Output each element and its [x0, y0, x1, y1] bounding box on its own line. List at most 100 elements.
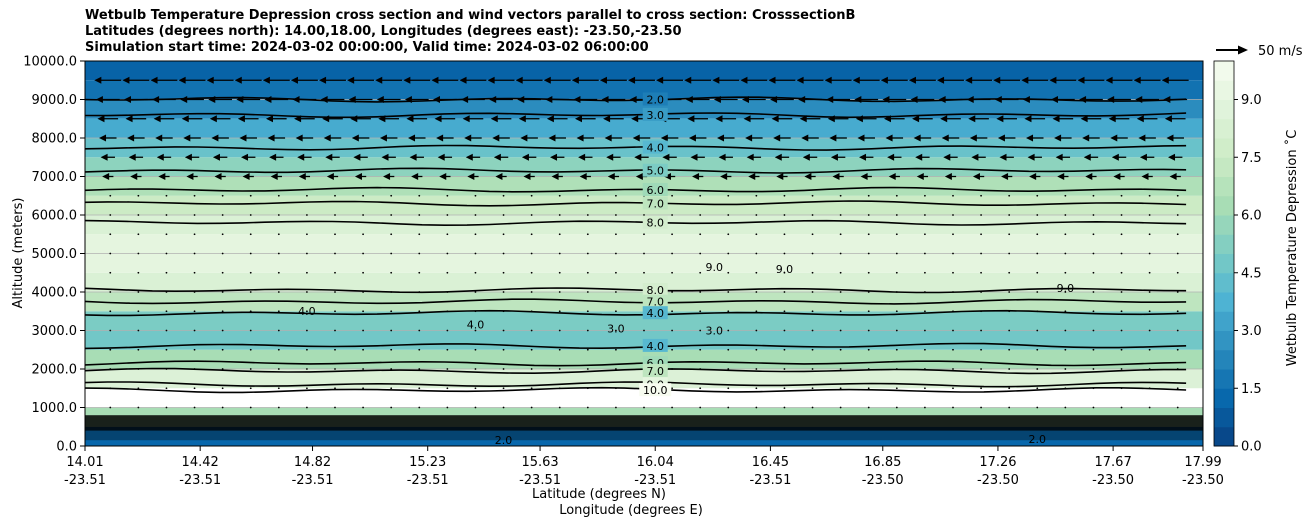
contour-label: 7.0 [646, 365, 664, 378]
wind-vector [249, 194, 252, 197]
wind-vector [1064, 348, 1067, 351]
contour-label: 9.0 [776, 263, 794, 276]
wind-vector-head [1085, 173, 1093, 180]
wind-vector [586, 194, 589, 197]
wind-vector-head [770, 96, 778, 103]
wind-vector [643, 329, 645, 332]
wind-vector [755, 271, 758, 274]
wind-vector [502, 291, 505, 293]
wind-vector-head [155, 134, 163, 142]
colorbar-tick-label: 0.0 [1241, 440, 1262, 455]
wind-vector-head [802, 153, 810, 161]
wind-vector [895, 271, 898, 274]
wind-vector [334, 252, 336, 255]
wind-vector [727, 291, 730, 293]
wind-vector-head [603, 115, 611, 123]
colorbar-segment [1214, 330, 1234, 351]
wind-vector-head [411, 173, 419, 180]
wind-vector-head [437, 153, 445, 161]
wind-vector-head [1136, 115, 1144, 123]
wind-vector [699, 252, 702, 255]
wind-vector [362, 271, 364, 274]
wind-vector-head [102, 173, 110, 180]
wind-vector [109, 233, 112, 236]
wind-vector [1064, 252, 1067, 255]
wind-vector [783, 368, 786, 370]
contour-label: 5.0 [646, 165, 664, 178]
contour-label-bg [642, 92, 668, 106]
wind-vector [418, 368, 421, 370]
wind-vector-head [685, 96, 693, 103]
x-tick-label-longitude: -23.50 [1182, 473, 1224, 488]
wind-vector-head [375, 76, 383, 84]
wind-vector [839, 271, 842, 274]
wind-vector-head [376, 96, 384, 103]
wind-vector [924, 368, 926, 370]
contour-line [85, 367, 1187, 375]
wind-vector-head [606, 153, 614, 161]
wind-vector [306, 387, 308, 390]
wind-vector-head [944, 173, 952, 180]
wind-vector-head [347, 76, 355, 84]
wind-vector-head [941, 134, 949, 142]
wind-vector [671, 233, 673, 236]
wind-vector [221, 233, 224, 236]
x-tick-label-latitude: 16.45 [752, 455, 789, 470]
wind-vector-head [656, 76, 664, 84]
wind-vector-head [660, 134, 668, 142]
wind-vector [980, 271, 982, 274]
wind-vector-head [796, 76, 804, 84]
wind-vector-head [354, 173, 362, 180]
wind-vector-head [1049, 76, 1057, 84]
x-tick-label-latitude: 15.23 [409, 455, 446, 470]
wind-vector-head [461, 96, 469, 103]
wind-vector [530, 291, 533, 293]
wind-vector-head [406, 115, 414, 123]
wind-vector [924, 310, 926, 313]
wind-vector [952, 252, 954, 255]
wind-vector [755, 348, 758, 351]
wind-vector [558, 233, 561, 236]
wind-vector [811, 368, 814, 370]
field-band [85, 118, 1203, 138]
wind-vector [558, 329, 561, 332]
y-tick-label: 10000.0 [23, 55, 77, 70]
wind-vector-head [128, 153, 136, 161]
wind-vector [558, 252, 561, 255]
wind-vector [474, 271, 477, 274]
wind-vector [306, 310, 308, 313]
wind-vector [221, 271, 224, 274]
wind-vector [221, 348, 224, 351]
wind-vector [643, 214, 645, 216]
wind-vector [1064, 329, 1067, 332]
wind-vector-head [130, 173, 138, 180]
wind-vector-head [95, 96, 103, 103]
wind-vector [1176, 348, 1179, 351]
wind-vector [1008, 214, 1011, 216]
wind-vector-head [662, 153, 670, 161]
wind-vector [109, 214, 112, 216]
wind-vector [446, 368, 449, 370]
wind-vector-head [378, 115, 386, 123]
y-axis-label: Altitude (meters) [11, 198, 26, 309]
x-tick-label-latitude: 16.04 [637, 455, 674, 470]
wind-vector [895, 233, 898, 236]
wind-vector [952, 194, 954, 197]
wind-vector [1120, 271, 1123, 274]
wind-vector [811, 348, 814, 351]
colorbar-label: Wetbulb Temperature Depression ˚C [1284, 130, 1300, 367]
wind-vector-head [270, 173, 278, 180]
wind-vector [502, 271, 505, 274]
contour-label-bg [642, 363, 668, 377]
wind-vector [558, 310, 561, 313]
wind-vector [334, 310, 336, 313]
wind-vector-head [972, 173, 980, 180]
wind-vector-head [571, 76, 579, 84]
wind-vector-head [489, 96, 497, 103]
wind-vector [474, 310, 477, 313]
wind-vector-head [859, 153, 867, 161]
wind-vector-head [912, 115, 920, 123]
wind-vector [839, 329, 842, 332]
wind-vector [502, 252, 505, 255]
wind-vector-head [266, 115, 274, 123]
